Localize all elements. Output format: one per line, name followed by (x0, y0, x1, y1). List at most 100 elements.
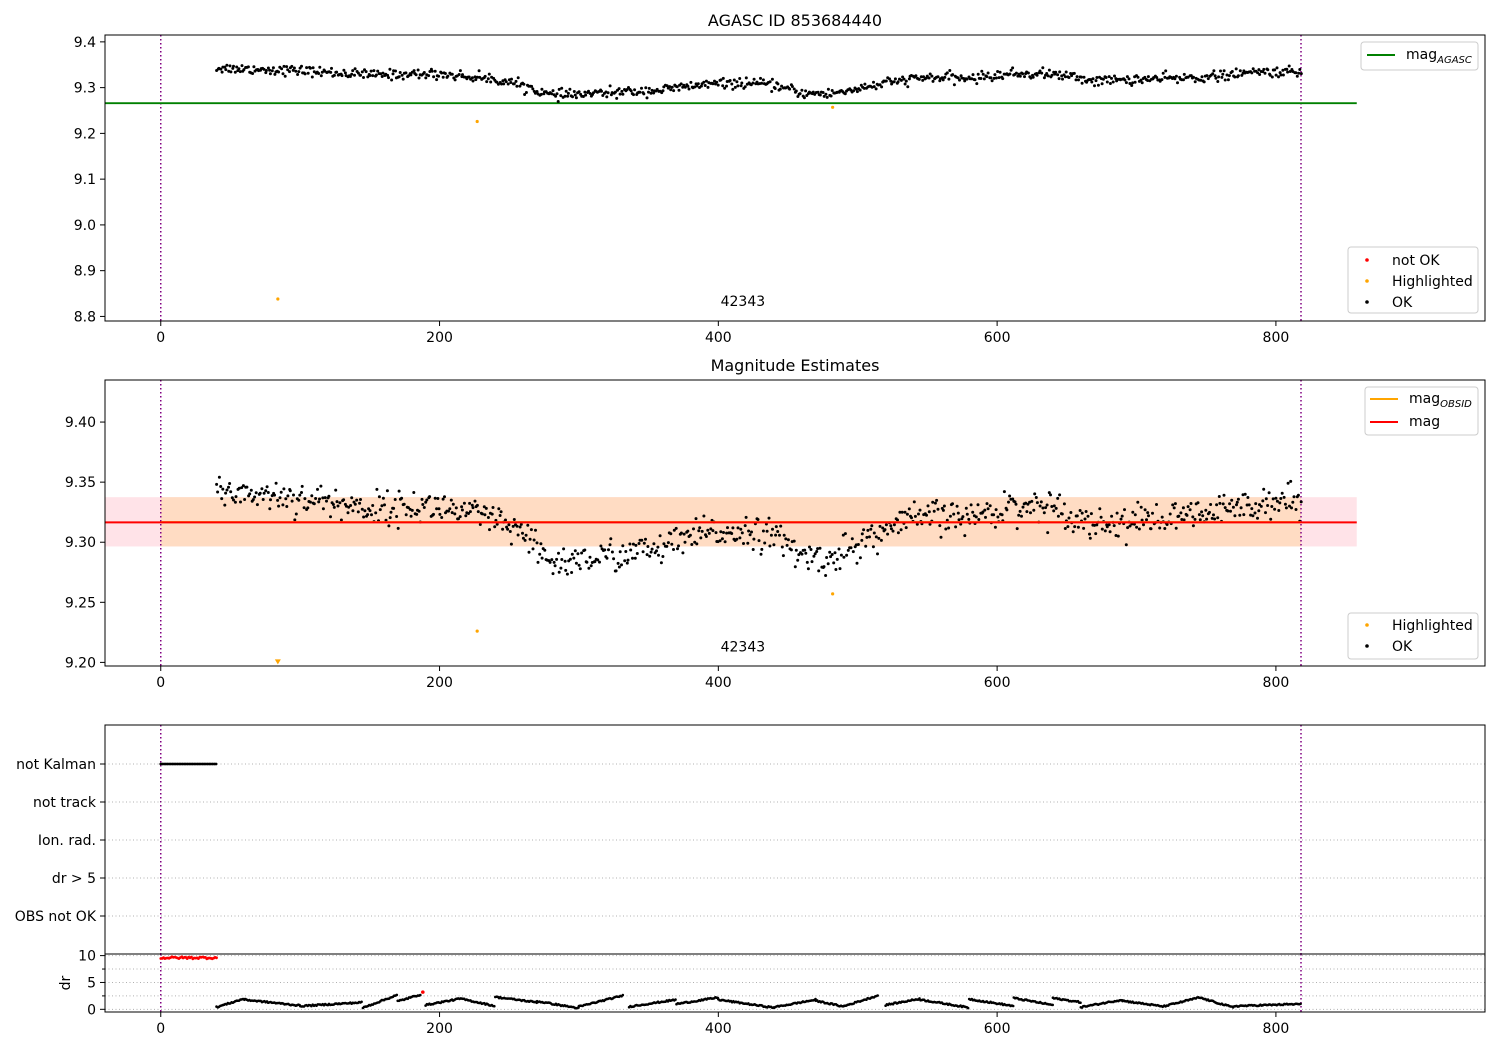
estimates-ok-point (850, 537, 854, 541)
estimates-ok-point (482, 505, 486, 509)
estimates-ok-point (435, 507, 439, 511)
agasc-ok-point (721, 76, 725, 80)
estimates-ok-point (971, 510, 975, 514)
agasc-ok-point (1186, 75, 1190, 79)
estimates-ok-point (521, 536, 525, 540)
estimates-ok-point (1041, 506, 1045, 510)
agasc-ok-point (556, 100, 560, 103)
estimates-ok-point (353, 502, 357, 506)
estimates-ok-point (804, 551, 808, 555)
agasc-ok-point (941, 78, 945, 82)
estimates-ok-point (375, 487, 379, 491)
agasc-ok-point (280, 67, 284, 71)
estimates-ok-point (1269, 517, 1273, 521)
estimates-ok-point (1200, 510, 1204, 514)
agasc-ok-point (878, 83, 882, 87)
agasc-ok-point (348, 75, 352, 78)
estimates-ok-point (707, 531, 711, 535)
estimates-ok-point (334, 488, 338, 492)
estimates-ok-point (1266, 504, 1270, 507)
estimates-ok-point (860, 532, 864, 536)
agasc-ok-point (751, 81, 755, 85)
agasc-ok-point (224, 68, 228, 72)
agasc-ok-point (759, 76, 762, 80)
estimates-ok-point (323, 496, 327, 500)
agasc-ok-point (872, 85, 876, 89)
estimates-ok-point (470, 503, 474, 507)
agasc-ok-point (294, 69, 298, 73)
estimates-ok-point (676, 547, 679, 551)
estimates-ok-point (938, 524, 942, 528)
agasc-ok-point (305, 66, 309, 70)
agasc-ok-point (1001, 77, 1005, 81)
estimates-ok-point (889, 524, 893, 528)
estimates-ok-point (1093, 523, 1096, 527)
estimates-ok-point (1105, 525, 1109, 529)
agasc-ok-point (487, 72, 491, 76)
estimates-ok-point (1188, 508, 1192, 512)
estimates-ok-point (864, 544, 868, 548)
agasc-ok-point (422, 71, 426, 74)
estimates-ok-point (509, 542, 513, 546)
estimates-ok-point (395, 515, 399, 518)
estimates-ok-point (381, 496, 385, 500)
dr-xtick-label: 400 (705, 1021, 732, 1037)
agasc-ok-point (732, 78, 736, 82)
agasc-ok-point (1155, 76, 1159, 79)
agasc-ok-point (1226, 78, 1230, 82)
agasc-ok-point (740, 81, 744, 85)
estimates-ok-point (1112, 524, 1116, 528)
agasc-ytick-label: 9.2 (74, 126, 96, 142)
agasc-highlighted-point (475, 119, 479, 124)
estimates-ok-point (331, 503, 335, 506)
estimates-ok-point (457, 517, 460, 521)
agasc-ok-point (919, 75, 923, 79)
estimates-ok-point (298, 493, 302, 497)
estimates-ok-point (815, 550, 819, 553)
estimates-ok-point (511, 524, 515, 528)
estimates-ok-point (808, 545, 811, 549)
agasc-ok-point (770, 77, 774, 81)
estimates-ok-point (266, 491, 270, 494)
dr-ok-point (395, 993, 399, 997)
estimates-ok-point (1286, 481, 1290, 485)
estimates-ok-point (942, 504, 946, 508)
estimates-ok-point (224, 491, 228, 495)
estimates-ok-point (835, 557, 839, 561)
estimates-ok-point (233, 500, 237, 504)
estimates-ok-point (428, 495, 432, 499)
agasc-ok-point (1113, 74, 1116, 78)
agasc-highlighted-point (276, 297, 280, 301)
estimates-ok-point (1264, 497, 1268, 501)
estimates-ok-point (621, 544, 625, 548)
estimates-ok-point (377, 495, 381, 499)
estimates-ok-point (631, 556, 634, 560)
agasc-ok-point (1136, 75, 1140, 79)
estimates-ok-point (1209, 503, 1213, 506)
agasc-xtick-label: 200 (426, 330, 453, 346)
estimates-ok-point (559, 566, 563, 570)
agasc-ok-point (822, 94, 826, 98)
estimates-ok-point (1095, 523, 1099, 527)
estimates-ok-point (498, 514, 502, 517)
agasc-ok-point (936, 75, 940, 79)
estimates-ok-point (796, 558, 800, 562)
agasc-ok-point (277, 70, 281, 74)
estimates-ok-point (468, 510, 472, 514)
estimates-ok-point (535, 541, 539, 545)
estimates-ok-point (1271, 497, 1275, 501)
estimates-ok-point (828, 550, 832, 554)
agasc-ok-point (433, 69, 437, 73)
agasc-ok-point (478, 75, 482, 79)
agasc-ok-point (437, 74, 441, 78)
estimates-ok-point (358, 501, 362, 505)
estimates-ok-point (432, 512, 435, 516)
estimates-ok-point (931, 500, 935, 504)
estimates-highlighted-point (274, 659, 281, 665)
estimates-ok-point (865, 535, 869, 539)
estimates-ok-point (215, 482, 219, 486)
dr-ok-point (493, 1004, 496, 1008)
agasc-ok-point (1200, 75, 1204, 79)
estimates-ok-point (1124, 543, 1128, 547)
estimates-ok-point (986, 507, 990, 511)
